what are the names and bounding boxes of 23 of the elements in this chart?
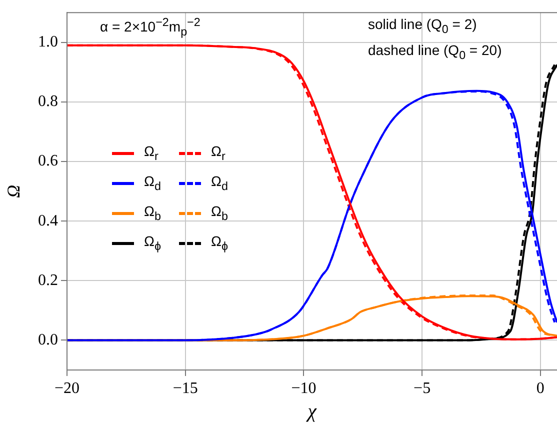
legend-label: Ω$_{d}$ [144, 173, 161, 193]
x-tick-label: −20 [54, 380, 80, 397]
y-tick-label: 0.4 [38, 212, 58, 230]
y-tick-label: 0.0 [38, 331, 58, 348]
legend-label: Ω$_{b}$ [144, 203, 161, 223]
y-tick-label: 1.0 [38, 34, 58, 51]
annotation: solid line (Q$_{0}$ = 2) [368, 16, 477, 36]
legend-label: Ω$_{ϕ}$ [211, 233, 228, 253]
legend-label: Ω$_{b}$ [211, 203, 228, 223]
legend-label: Ω$_{r}$ [144, 143, 158, 163]
x-tick-label: −10 [291, 380, 316, 397]
x-axis-title: χ [306, 400, 318, 422]
x-tick-label: −5 [414, 380, 431, 397]
x-tick-label: −15 [172, 380, 198, 397]
legend-label: Ω$_{r}$ [211, 143, 226, 163]
y-tick-label: 0.2 [38, 272, 58, 289]
legend-label: Ω$_{d}$ [211, 173, 228, 193]
legend-label: Ω$_{ϕ}$ [144, 233, 161, 253]
y-tick-label: 0.6 [38, 152, 58, 170]
x-tick-label: 0 [536, 380, 544, 397]
y-axis-title: Ω [4, 184, 24, 198]
annotation: dashed line (Q$_{0}$ = 20) [368, 42, 502, 62]
y-tick-label: 0.8 [38, 93, 58, 110]
